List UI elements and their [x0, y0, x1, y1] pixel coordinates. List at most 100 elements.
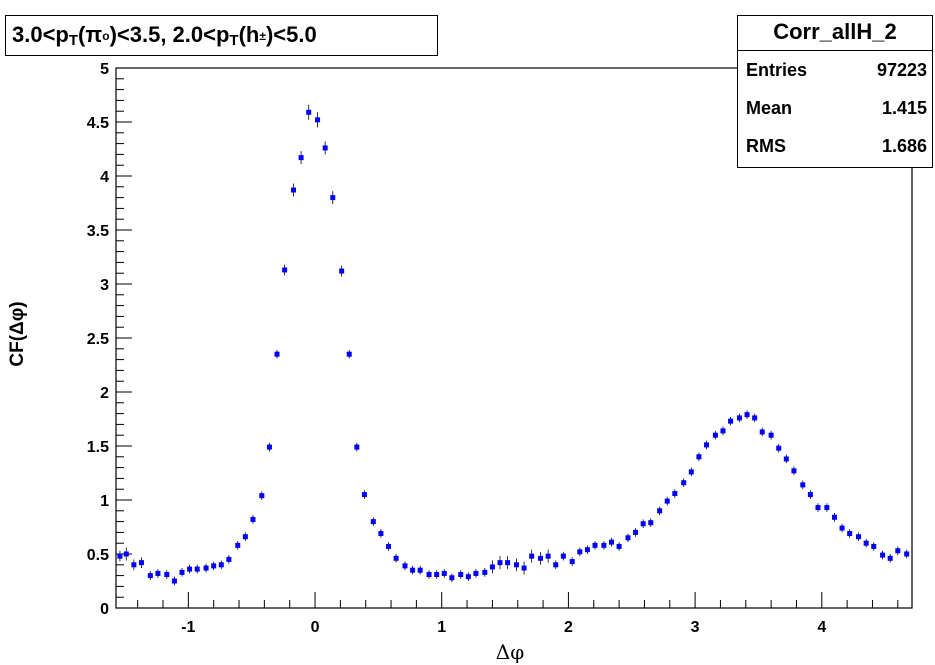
data-marker: [218, 562, 224, 568]
data-marker: [625, 535, 631, 541]
stats-label: Entries: [746, 60, 808, 80]
data-marker: [577, 549, 583, 555]
data-point: [138, 557, 144, 569]
data-marker: [259, 493, 265, 499]
data-marker: [226, 556, 232, 562]
x-tick-label: 1: [437, 619, 446, 636]
data-point: [704, 440, 710, 450]
data-point: [657, 506, 663, 516]
data-point: [402, 561, 408, 571]
data-marker: [728, 418, 734, 424]
data-point: [664, 496, 670, 506]
data-point: [880, 550, 886, 560]
data-marker: [688, 469, 694, 475]
data-point: [887, 554, 893, 563]
data-point: [895, 546, 901, 556]
data-marker: [290, 187, 296, 193]
data-point: [226, 555, 232, 564]
y-tick-label: 0: [100, 601, 109, 618]
title-text-5: )<5.0: [265, 22, 317, 47]
data-point: [529, 549, 535, 563]
data-marker: [601, 542, 607, 548]
data-marker: [696, 454, 702, 460]
title-text-4: (h: [238, 22, 260, 47]
data-marker: [211, 563, 217, 569]
data-point: [259, 491, 265, 500]
data-marker: [704, 442, 710, 448]
data-point: [759, 427, 765, 437]
data-marker: [887, 555, 893, 561]
data-point: [393, 554, 399, 563]
title-subscript-2: T: [229, 32, 239, 49]
stats-row-mean: Mean 1.415: [738, 89, 932, 127]
data-marker: [800, 482, 806, 488]
data-marker: [489, 564, 495, 570]
data-marker: [712, 432, 718, 438]
y-tick-label: 1: [100, 493, 109, 510]
data-point: [505, 556, 511, 570]
data-point: [218, 560, 224, 570]
data-marker: [179, 569, 185, 575]
data-point: [426, 570, 432, 579]
data-point: [681, 478, 687, 488]
data-point: [131, 559, 137, 571]
data-point: [187, 564, 193, 574]
data-marker: [880, 552, 886, 558]
stats-histogram-name: Corr_allH_2: [738, 16, 932, 51]
data-point: [290, 183, 296, 197]
stats-box: Corr_allH_2 Entries 97223 Mean 1.415 RMS…: [737, 15, 933, 168]
stats-row-entries: Entries 97223: [738, 51, 932, 89]
data-marker: [824, 505, 830, 511]
data-marker: [521, 565, 527, 571]
stats-value: 1.415: [881, 98, 927, 118]
data-point: [346, 349, 352, 359]
data-point: [744, 410, 750, 419]
data-point: [592, 541, 598, 550]
title-subscript-1: T: [68, 32, 79, 49]
title-text-3: )<3.5, 2.0<p: [109, 22, 230, 47]
data-marker: [545, 553, 551, 559]
data-point: [465, 572, 471, 581]
data-point: [410, 565, 416, 575]
data-marker: [155, 570, 161, 576]
data-point: [625, 533, 631, 543]
x-tick-label: 2: [564, 619, 573, 636]
data-point: [863, 538, 869, 548]
data-point: [235, 541, 241, 550]
data-point: [117, 550, 123, 562]
data-point: [800, 480, 806, 490]
data-marker: [187, 566, 193, 572]
data-point: [322, 141, 328, 155]
stats-label: RMS: [746, 136, 786, 156]
data-marker: [378, 530, 384, 536]
data-marker: [339, 268, 345, 274]
data-marker: [633, 529, 639, 535]
data-marker: [720, 428, 726, 434]
data-marker: [250, 516, 256, 522]
data-marker: [664, 498, 670, 504]
data-point: [354, 442, 360, 452]
data-marker: [417, 567, 423, 573]
data-marker: [361, 492, 367, 498]
data-point: [538, 551, 544, 565]
data-marker: [402, 563, 408, 569]
data-marker: [458, 572, 464, 578]
data-marker: [831, 514, 837, 520]
data-marker: [616, 543, 622, 549]
data-marker: [138, 560, 144, 566]
data-point: [824, 503, 830, 512]
data-point: [171, 576, 177, 586]
data-point: [298, 151, 304, 165]
data-marker: [164, 572, 170, 578]
data-marker: [768, 432, 774, 438]
data-marker: [839, 525, 845, 531]
data-point: [831, 512, 837, 522]
data-marker: [863, 540, 869, 546]
data-point: [720, 426, 726, 436]
data-point: [473, 569, 479, 578]
data-points: [117, 104, 910, 586]
data-point: [807, 490, 813, 499]
data-marker: [465, 574, 471, 580]
data-marker: [194, 566, 200, 572]
data-point: [315, 112, 321, 128]
